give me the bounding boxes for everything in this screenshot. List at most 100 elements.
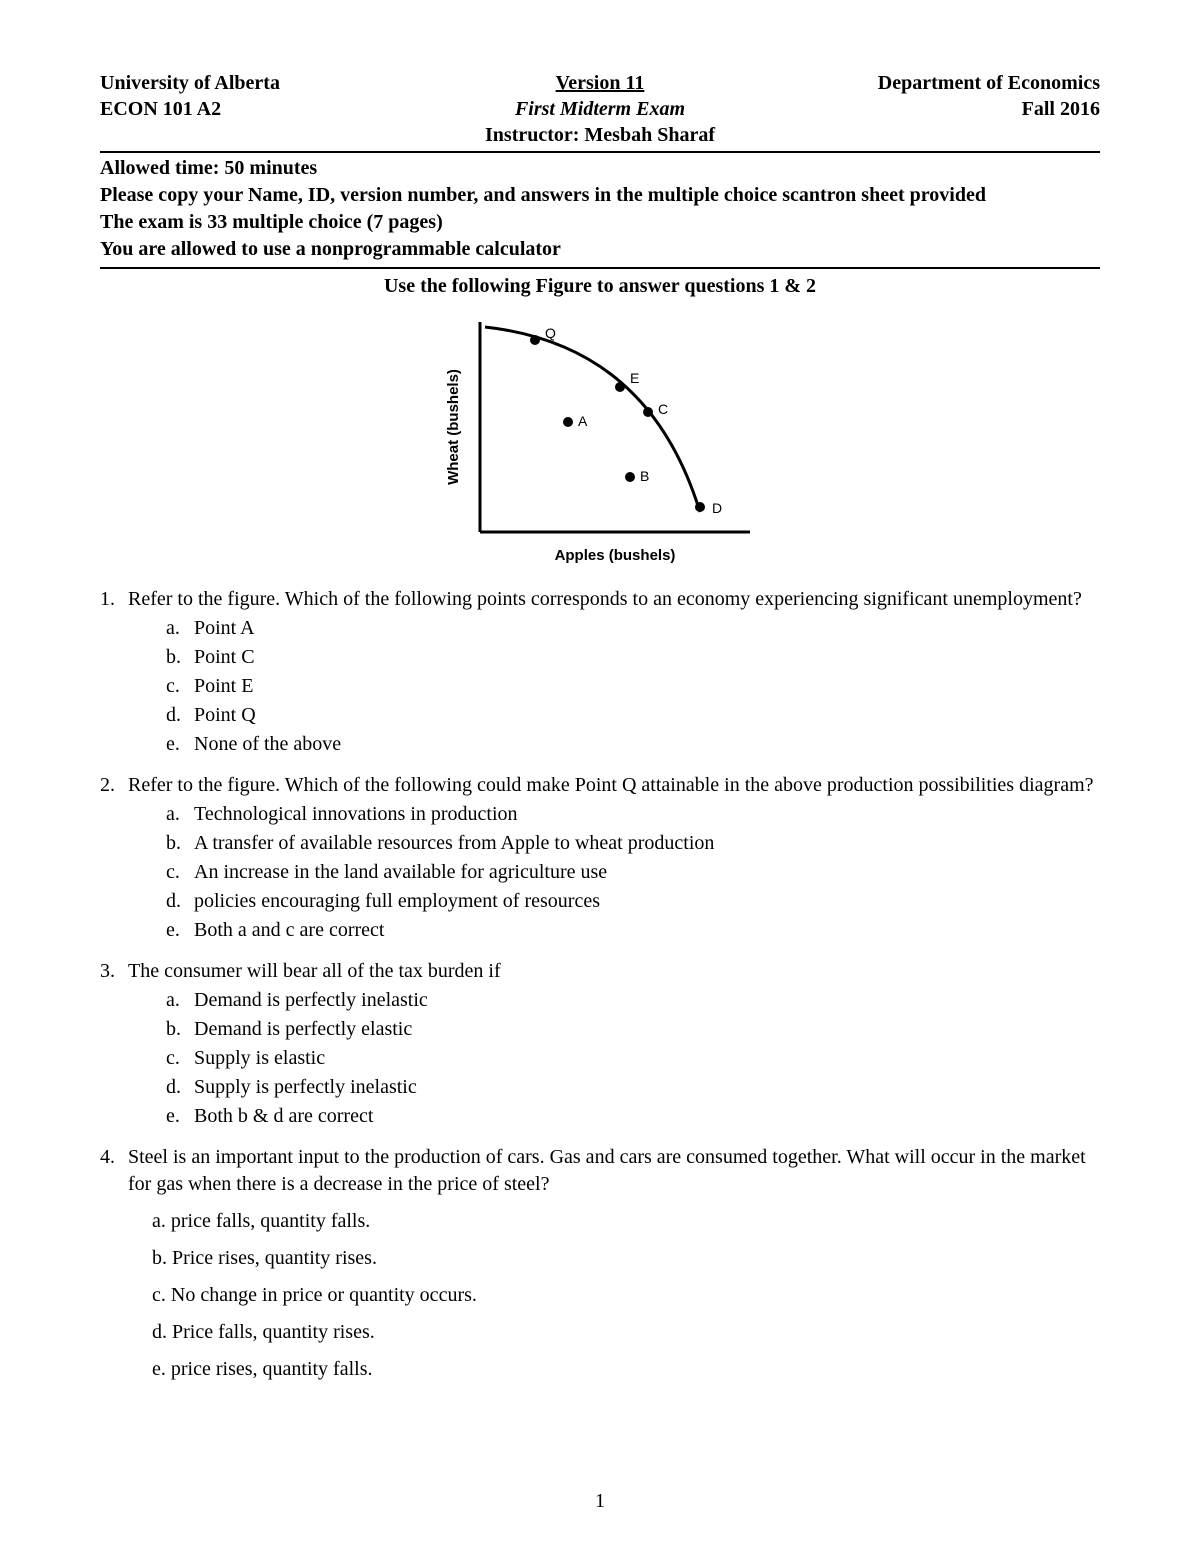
option-text: Demand is perfectly elastic (194, 1016, 412, 1043)
ppf-point-label: D (712, 500, 722, 516)
option-letter: d. (166, 702, 194, 729)
option: b. Price rises, quantity rises. (152, 1245, 1100, 1272)
question: 1.Refer to the figure. Which of the foll… (100, 586, 1100, 758)
option-text: Both a and c are correct (194, 917, 384, 944)
option-letter: c. (166, 859, 194, 886)
header-term: Fall 2016 (767, 96, 1100, 122)
option: c.An increase in the land available for … (166, 859, 1100, 886)
option-text: Supply is perfectly inelastic (194, 1074, 417, 1101)
header-university: University of Alberta (100, 70, 433, 96)
question: 4.Steel is an important input to the pro… (100, 1144, 1100, 1383)
option-text: Demand is perfectly inelastic (194, 987, 428, 1014)
divider-bottom (100, 267, 1100, 269)
question-number: 2. (100, 772, 128, 799)
exam-page: University of Alberta Version 11 Departm… (0, 0, 1200, 1553)
option: b.A transfer of available resources from… (166, 830, 1100, 857)
ppf-point-e (615, 382, 625, 392)
option-text: Supply is elastic (194, 1045, 325, 1072)
option: d.Point Q (166, 702, 1100, 729)
option-text: Both b & d are correct (194, 1103, 373, 1130)
option: c.Point E (166, 673, 1100, 700)
instructions-line: Please copy your Name, ID, version numbe… (100, 182, 1100, 209)
option: e.Both b & d are correct (166, 1103, 1100, 1130)
option-letter: e. (166, 917, 194, 944)
question-number: 3. (100, 958, 128, 985)
option-text: policies encouraging full employment of … (194, 888, 600, 915)
ppf-point-b (625, 472, 635, 482)
instructions-line: You are allowed to use a nonprogrammable… (100, 236, 1100, 263)
option: a.Demand is perfectly inelastic (166, 987, 1100, 1014)
figure-wrap: QECABDApples (bushels)Wheat (bushels) (100, 302, 1100, 572)
page-number: 1 (0, 1490, 1200, 1513)
divider-top (100, 151, 1100, 153)
option: c. No change in price or quantity occurs… (152, 1282, 1100, 1309)
question-stem: 1.Refer to the figure. Which of the foll… (100, 586, 1100, 613)
option: b.Demand is perfectly elastic (166, 1016, 1100, 1043)
question-text: Refer to the figure. Which of the follow… (128, 586, 1100, 613)
option-text: Technological innovations in production (194, 801, 518, 828)
option-letter: b. (166, 644, 194, 671)
options-list: a.Technological innovations in productio… (166, 801, 1100, 944)
option: e.Both a and c are correct (166, 917, 1100, 944)
options-list: a.Point Ab.Point Cc.Point Ed.Point Qe.No… (166, 615, 1100, 758)
header-row-1: University of Alberta Version 11 Departm… (100, 70, 1100, 96)
instructions-line: The exam is 33 multiple choice (7 pages) (100, 209, 1100, 236)
option-text: Point E (194, 673, 253, 700)
question: 3.The consumer will bear all of the tax … (100, 958, 1100, 1130)
question-number: 1. (100, 586, 128, 613)
option-letter: e. (166, 731, 194, 758)
ppf-point-d (695, 502, 705, 512)
option: b.Point C (166, 644, 1100, 671)
option-letter: d. (166, 1074, 194, 1101)
header-course: ECON 101 A2 (100, 96, 433, 122)
question-text: Steel is an important input to the produ… (128, 1144, 1100, 1198)
option-text: Point C (194, 644, 255, 671)
option-letter: b. (166, 830, 194, 857)
option-letter: c. (166, 1045, 194, 1072)
ppf-point-label: A (578, 413, 588, 429)
option: a.Technological innovations in productio… (166, 801, 1100, 828)
header-row-2: ECON 101 A2 First Midterm Exam Fall 2016 (100, 96, 1100, 122)
question-stem: 4.Steel is an important input to the pro… (100, 1144, 1100, 1198)
option: d.Supply is perfectly inelastic (166, 1074, 1100, 1101)
option-text: None of the above (194, 731, 341, 758)
ppf-curve (485, 327, 700, 512)
option: e.None of the above (166, 731, 1100, 758)
instructions-line: Allowed time: 50 minutes (100, 155, 1100, 182)
question-number: 4. (100, 1144, 128, 1198)
question-text: The consumer will bear all of the tax bu… (128, 958, 1100, 985)
header-exam: First Midterm Exam (433, 96, 766, 122)
header-version: Version 11 (433, 70, 766, 96)
option-text: Point A (194, 615, 255, 642)
header-instructor: Instructor: Mesbah Sharaf (100, 124, 1100, 147)
ppf-point-c (643, 407, 653, 417)
question: 2.Refer to the figure. Which of the foll… (100, 772, 1100, 944)
options-list: a.Demand is perfectly inelasticb.Demand … (166, 987, 1100, 1130)
options-list: a. price falls, quantity falls.b. Price … (152, 1208, 1100, 1383)
ppf-point-label: B (640, 468, 649, 484)
option-letter: c. (166, 673, 194, 700)
ppf-point-label: Q (545, 325, 556, 341)
option-letter: a. (166, 987, 194, 1014)
figure-caption: Use the following Figure to answer quest… (100, 275, 1100, 298)
ppf-point-label: C (658, 401, 668, 417)
option: a.Point A (166, 615, 1100, 642)
option-letter: d. (166, 888, 194, 915)
option-letter: e. (166, 1103, 194, 1130)
option-letter: a. (166, 615, 194, 642)
option: d. Price falls, quantity rises. (152, 1319, 1100, 1346)
option-letter: a. (166, 801, 194, 828)
ppf-point-q (530, 335, 540, 345)
instructions-block: Allowed time: 50 minutes Please copy you… (100, 155, 1100, 263)
option-text: A transfer of available resources from A… (194, 830, 714, 857)
option-text: An increase in the land available for ag… (194, 859, 607, 886)
option: e. price rises, quantity falls. (152, 1356, 1100, 1383)
header-department: Department of Economics (767, 70, 1100, 96)
question-text: Refer to the figure. Which of the follow… (128, 772, 1100, 799)
ppf-point-a (563, 417, 573, 427)
ppf-point-label: E (630, 370, 639, 386)
ppf-chart: QECABDApples (bushels)Wheat (bushels) (420, 302, 780, 572)
option-letter: b. (166, 1016, 194, 1043)
questions-container: 1.Refer to the figure. Which of the foll… (100, 586, 1100, 1383)
x-axis-label: Apples (bushels) (555, 547, 676, 564)
